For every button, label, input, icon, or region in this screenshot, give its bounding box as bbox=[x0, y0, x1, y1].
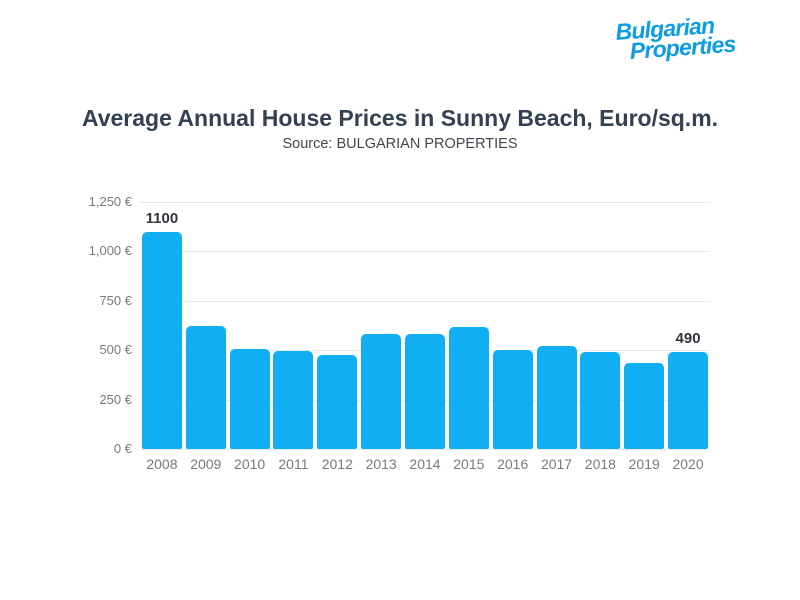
bar-slot bbox=[535, 202, 579, 449]
gridline bbox=[140, 251, 710, 253]
x-tick-label: 2010 bbox=[234, 456, 266, 472]
bar-2013[interactable] bbox=[361, 334, 402, 449]
bar-slot bbox=[228, 202, 272, 449]
x-tick-label: 2018 bbox=[584, 456, 616, 472]
bar-2009[interactable] bbox=[185, 325, 226, 449]
x-tick-label: 2011 bbox=[278, 456, 309, 472]
bar-slot: 490 bbox=[666, 202, 710, 449]
x-tick-label: 2013 bbox=[365, 456, 397, 472]
bar-slot bbox=[622, 202, 666, 449]
bar-slot bbox=[491, 202, 535, 449]
x-tick-label: 2015 bbox=[453, 456, 485, 472]
bar-2011[interactable] bbox=[273, 351, 314, 449]
y-tick-label: 500 € bbox=[99, 342, 132, 358]
x-tick-label: 2016 bbox=[497, 456, 529, 472]
bar-2010[interactable] bbox=[229, 349, 270, 449]
gridline bbox=[140, 300, 710, 302]
bar-slot bbox=[578, 202, 622, 449]
bars-row: 1100 490 bbox=[140, 202, 710, 449]
bar-2019[interactable] bbox=[624, 363, 665, 449]
y-tick-label: 0 € bbox=[113, 441, 132, 456]
bar-2008[interactable] bbox=[141, 231, 182, 449]
bar-2016[interactable] bbox=[492, 350, 533, 449]
x-tick-label: 2014 bbox=[409, 456, 441, 472]
bar-2020[interactable] bbox=[668, 352, 709, 449]
x-tick-label: 2017 bbox=[540, 456, 573, 472]
x-tick-label: 2008 bbox=[146, 456, 178, 472]
y-tick-label: 250 € bbox=[99, 391, 132, 407]
bar-slot: 1100 bbox=[140, 202, 184, 449]
x-tick-label: 2009 bbox=[190, 456, 222, 472]
y-axis-labels: 1,250 € 1,000 € 750 € 500 € 250 € 0 € bbox=[40, 194, 132, 456]
bar-2015[interactable] bbox=[448, 326, 489, 449]
gridline bbox=[140, 202, 710, 203]
x-axis-labels: 2008 2009 2010 2011 2012 2013 2014 2015 2016 2017… bbox=[140, 456, 710, 472]
bar-slot bbox=[403, 202, 447, 449]
y-tick-label: 1,000 € bbox=[88, 243, 132, 259]
chart-title: Average Annual House Prices in Sunny Bea… bbox=[81, 105, 719, 131]
bar-slot bbox=[184, 202, 228, 449]
x-tick-label: 2020 bbox=[672, 456, 704, 472]
y-tick-label: 1,250 € bbox=[88, 194, 132, 209]
bar-slot bbox=[315, 202, 359, 449]
bar-slot bbox=[359, 202, 403, 449]
bar-slot bbox=[447, 202, 491, 449]
x-tick-label: 2012 bbox=[321, 456, 353, 472]
bar-value-label: 490 bbox=[675, 330, 701, 348]
bar-2017[interactable] bbox=[536, 346, 577, 449]
bar-2014[interactable] bbox=[404, 334, 445, 449]
x-tick-label: 2019 bbox=[628, 456, 660, 472]
chart-subtitle: Source: BULGARIAN PROPERTIES bbox=[282, 136, 518, 152]
bar-2012[interactable] bbox=[317, 355, 358, 449]
bar-value-label: 1100 bbox=[145, 209, 179, 227]
bulgarian-properties-logo: Bulgarian Properties bbox=[615, 10, 787, 64]
gridline bbox=[140, 449, 710, 450]
bar-2018[interactable] bbox=[580, 352, 621, 449]
y-tick-label: 750 € bbox=[99, 292, 132, 308]
bar-slot bbox=[272, 202, 316, 449]
